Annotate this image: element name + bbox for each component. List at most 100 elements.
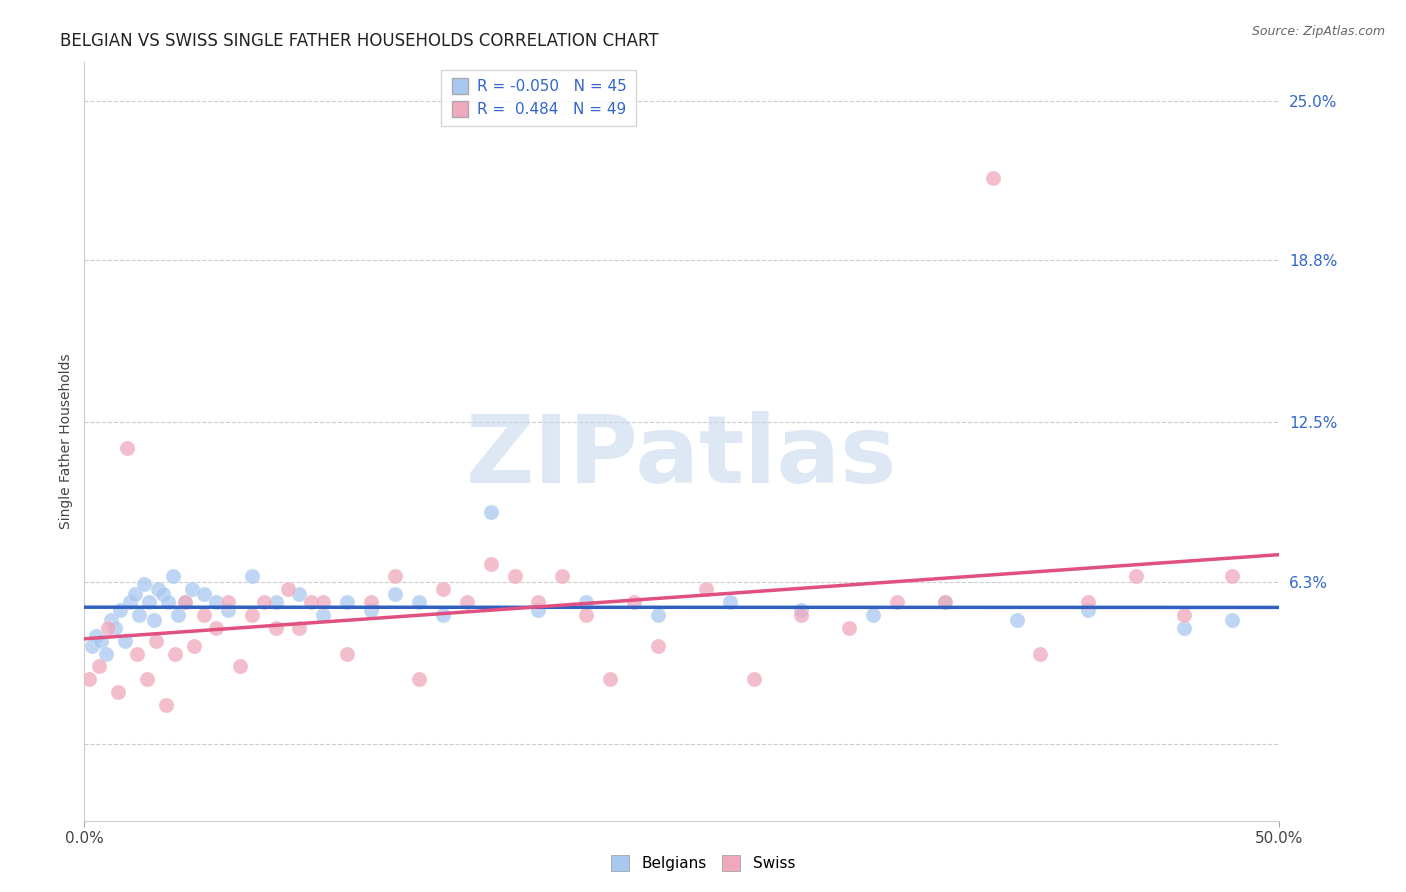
- Point: [718, 595, 741, 609]
- Point: [551, 569, 574, 583]
- Point: [87, 659, 110, 673]
- Point: [97, 621, 120, 635]
- Point: [181, 582, 204, 597]
- Point: [117, 441, 139, 455]
- Point: [790, 603, 813, 617]
- Point: [288, 587, 311, 601]
- Point: [934, 595, 956, 609]
- Point: [110, 603, 132, 617]
- Point: [229, 659, 252, 673]
- Point: [479, 505, 502, 519]
- Point: [432, 582, 454, 597]
- Point: [1220, 569, 1243, 583]
- Point: [183, 639, 205, 653]
- Point: [862, 607, 884, 622]
- Point: [80, 639, 103, 653]
- Point: [1029, 647, 1052, 661]
- Point: [77, 673, 100, 687]
- Point: [132, 577, 156, 591]
- Point: [360, 603, 382, 617]
- Point: [384, 587, 406, 601]
- Point: [479, 557, 502, 571]
- Point: [173, 595, 195, 609]
- Point: [128, 607, 150, 622]
- Point: [288, 621, 311, 635]
- Point: [838, 621, 860, 635]
- Point: [138, 595, 160, 609]
- Text: ZIPatlas: ZIPatlas: [467, 410, 897, 503]
- Point: [142, 613, 165, 627]
- Legend: R = -0.050   N = 45, R =  0.484   N = 49: R = -0.050 N = 45, R = 0.484 N = 49: [441, 70, 636, 126]
- Point: [1005, 613, 1028, 627]
- Point: [277, 582, 299, 597]
- Point: [312, 607, 335, 622]
- Point: [1125, 569, 1147, 583]
- Point: [1077, 603, 1099, 617]
- Point: [90, 633, 112, 648]
- Point: [114, 633, 136, 648]
- Point: [104, 621, 127, 635]
- Point: [647, 639, 669, 653]
- Point: [217, 603, 239, 617]
- Point: [94, 647, 117, 661]
- Point: [264, 595, 287, 609]
- Point: [165, 647, 187, 661]
- Point: [981, 171, 1004, 186]
- Point: [86, 629, 108, 643]
- Point: [1220, 613, 1243, 627]
- Point: [503, 569, 526, 583]
- Point: [240, 607, 263, 622]
- Point: [408, 673, 430, 687]
- Point: [193, 587, 215, 601]
- Point: [1173, 607, 1195, 622]
- Point: [124, 587, 146, 601]
- Point: [623, 595, 645, 609]
- Point: [162, 569, 184, 583]
- Point: [157, 595, 180, 609]
- Point: [135, 673, 157, 687]
- Point: [152, 587, 174, 601]
- Point: [408, 595, 430, 609]
- Text: BELGIAN VS SWISS SINGLE FATHER HOUSEHOLDS CORRELATION CHART: BELGIAN VS SWISS SINGLE FATHER HOUSEHOLD…: [60, 32, 659, 50]
- Point: [599, 673, 621, 687]
- Point: [336, 647, 359, 661]
- Point: [312, 595, 335, 609]
- Point: [107, 685, 129, 699]
- Point: [100, 613, 122, 627]
- Point: [432, 607, 454, 622]
- Point: [575, 595, 598, 609]
- Point: [148, 582, 170, 597]
- Point: [240, 569, 263, 583]
- Point: [384, 569, 406, 583]
- Point: [360, 595, 382, 609]
- Point: [527, 595, 550, 609]
- Point: [742, 673, 765, 687]
- Point: [253, 595, 276, 609]
- Point: [647, 607, 669, 622]
- Y-axis label: Single Father Households: Single Father Households: [59, 354, 73, 529]
- Point: [336, 595, 359, 609]
- Point: [173, 595, 195, 609]
- Point: [118, 595, 141, 609]
- Point: [145, 633, 167, 648]
- Point: [205, 621, 228, 635]
- Point: [456, 595, 478, 609]
- Point: [205, 595, 228, 609]
- Point: [166, 607, 188, 622]
- Point: [155, 698, 177, 712]
- Point: [125, 647, 148, 661]
- Point: [695, 582, 717, 597]
- Point: [934, 595, 956, 609]
- Point: [790, 607, 813, 622]
- Point: [575, 607, 598, 622]
- Point: [301, 595, 323, 609]
- Point: [886, 595, 908, 609]
- Text: Source: ZipAtlas.com: Source: ZipAtlas.com: [1251, 25, 1385, 38]
- Point: [527, 603, 550, 617]
- Point: [1077, 595, 1099, 609]
- Point: [1173, 621, 1195, 635]
- Point: [264, 621, 287, 635]
- Legend: Belgians, Swiss: Belgians, Swiss: [605, 849, 801, 877]
- Point: [193, 607, 215, 622]
- Point: [217, 595, 239, 609]
